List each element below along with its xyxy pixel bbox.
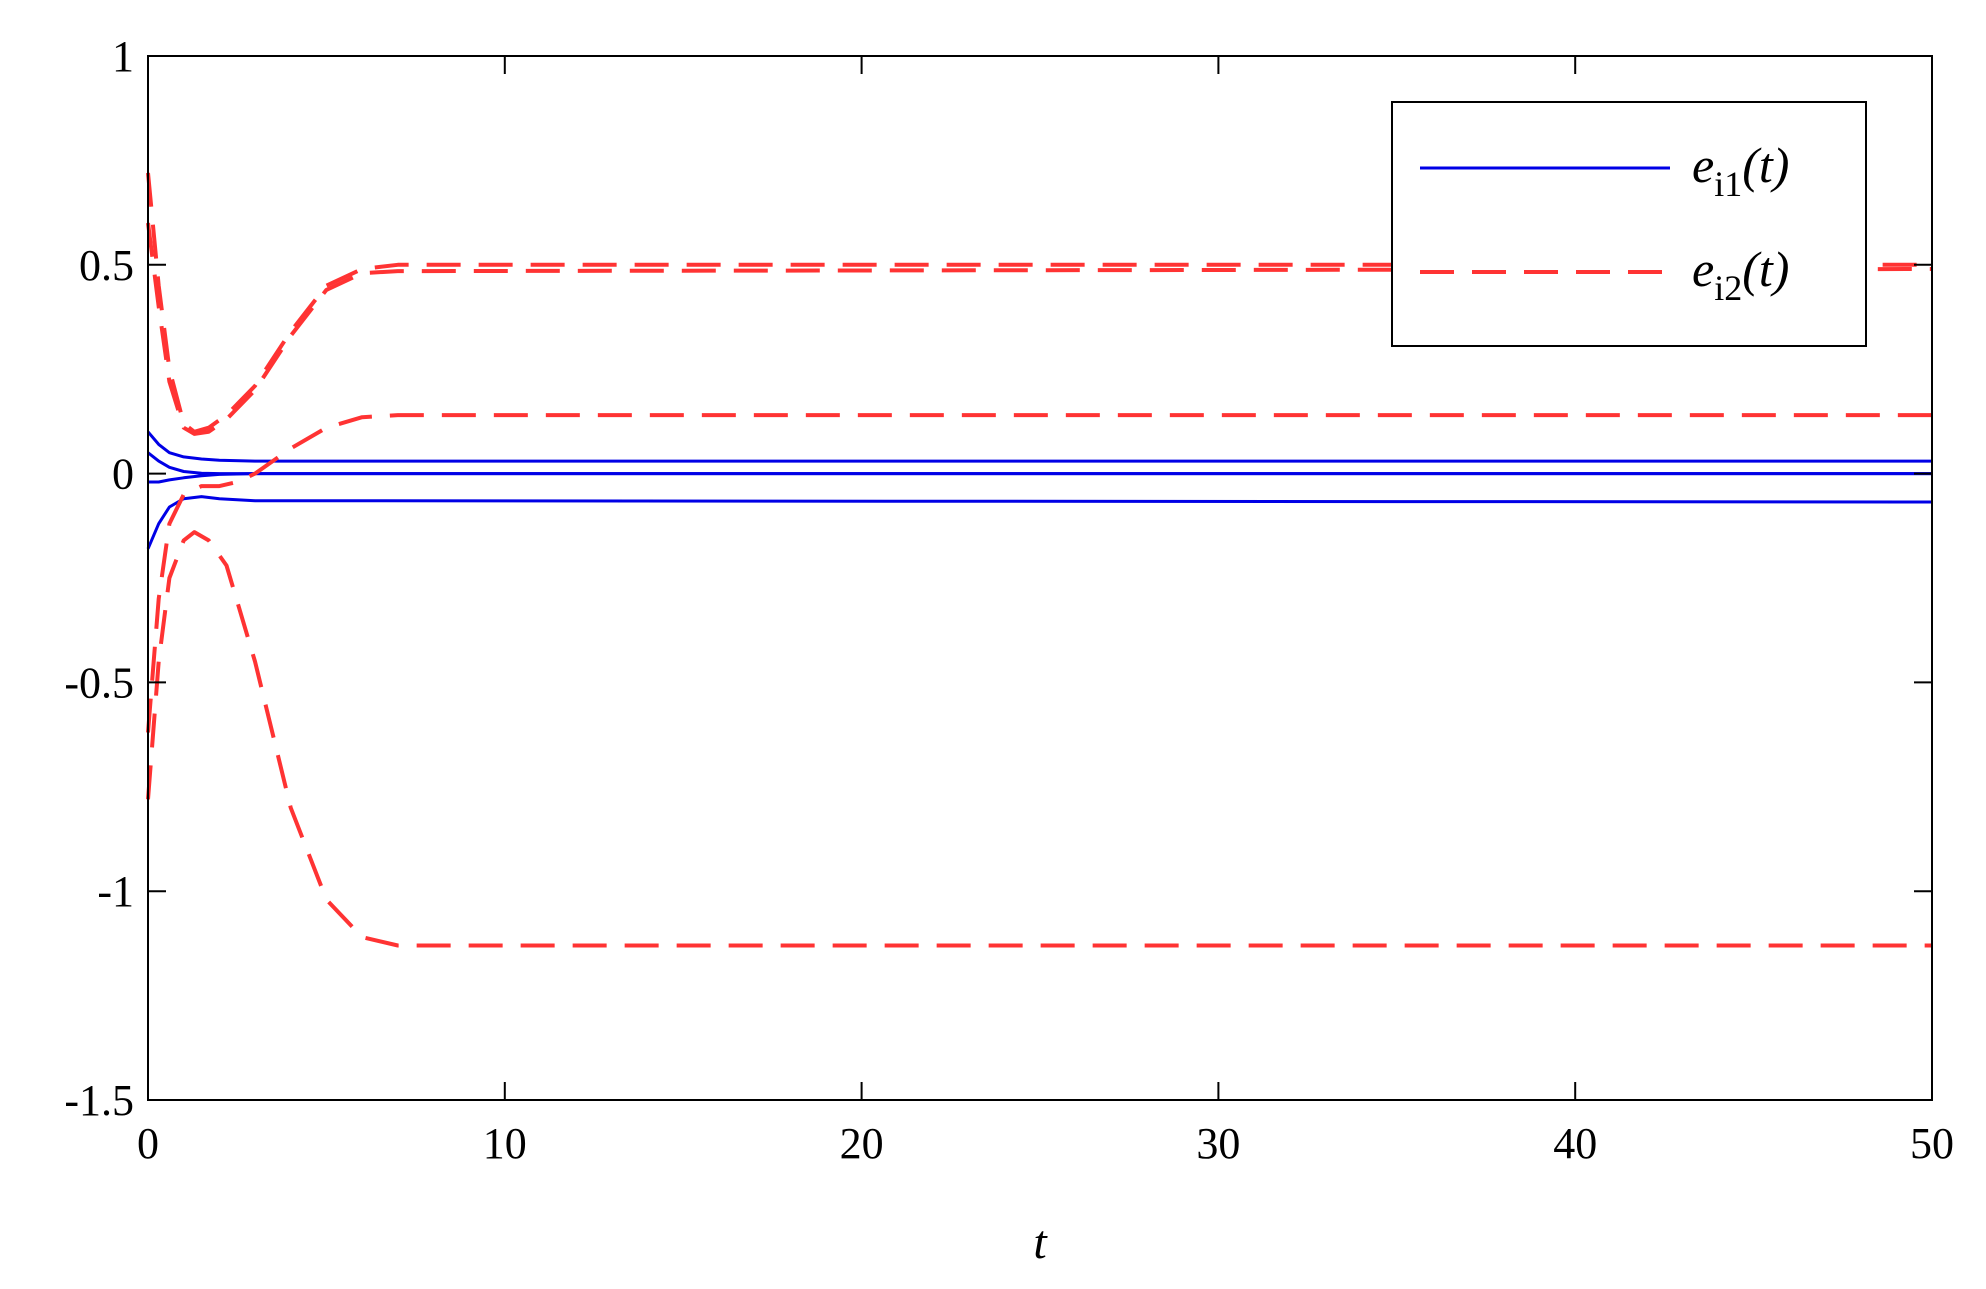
- y-tick-label: -0.5: [64, 658, 134, 707]
- x-tick-label: 50: [1910, 1119, 1954, 1168]
- y-tick-label: 0.5: [79, 241, 134, 290]
- legend-box: [1391, 101, 1867, 347]
- series-line-ei2-8: [146, 530, 1932, 948]
- y-tick-label: 1: [112, 32, 134, 81]
- x-tick-label: 10: [483, 1119, 527, 1168]
- x-tick-label: 20: [840, 1119, 884, 1168]
- x-tick-label: 40: [1553, 1119, 1597, 1168]
- x-axis-label: t: [1033, 1216, 1048, 1269]
- series-line-ei1-3: [148, 472, 1932, 484]
- x-tick-label: 0: [137, 1119, 159, 1168]
- series-layer: [146, 172, 1933, 948]
- x-tick-label: 30: [1196, 1119, 1240, 1168]
- legend: ei1(t) ei2(t): [1391, 101, 1867, 347]
- legend-label-i1: ei1(t): [1692, 137, 1789, 204]
- series-line-ei2-6: [146, 222, 1933, 436]
- series-line-ei1-4: [146, 495, 1933, 550]
- series-line-ei1-1: [146, 430, 1932, 463]
- plot-frame: [147, 55, 1933, 1101]
- ticks-layer: 0 10 20 30 40 50 1 0.5 0 -0.5 -1 -1.5: [64, 32, 1954, 1168]
- legend-label-i2: ei2(t): [1692, 241, 1789, 308]
- y-tick-label: -1.5: [64, 1076, 134, 1125]
- series-line-ei2-7: [146, 413, 1932, 733]
- y-tick-label: -1: [97, 867, 134, 916]
- y-tick-label: 0: [112, 450, 134, 499]
